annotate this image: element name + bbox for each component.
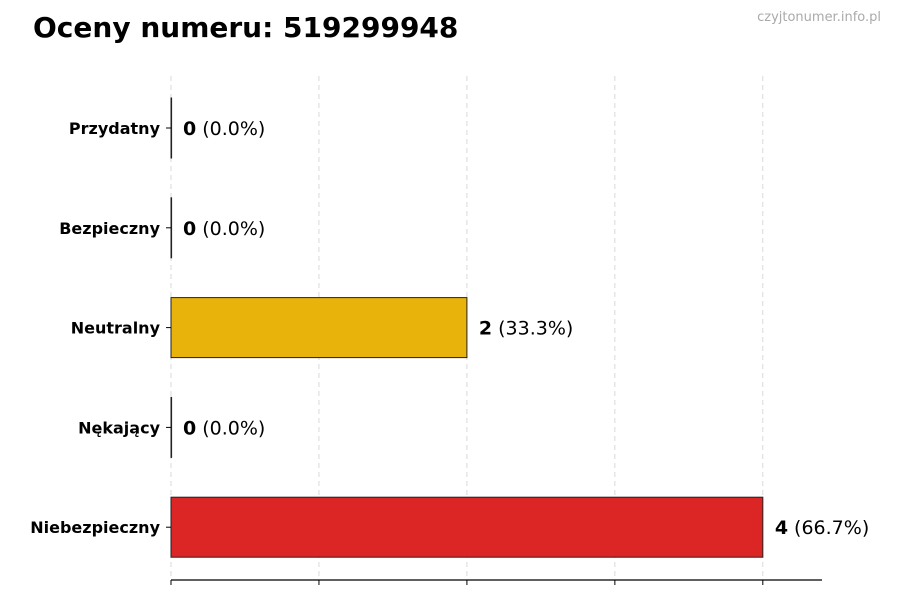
data-label-percent: (66.7%) (794, 517, 869, 539)
data-label-value: 2 (479, 318, 492, 340)
data-label-value: 4 (775, 517, 788, 539)
data-label: 4 (66.7%) (775, 517, 869, 539)
y-tick-label: Przydatny (69, 119, 161, 138)
data-label: 2 (33.3%) (479, 318, 573, 340)
bar-neutralny (170, 297, 468, 359)
data-label-percent: (0.0%) (202, 218, 265, 240)
y-tick-label: Niebezpieczny (30, 518, 160, 537)
bar-przydatny (170, 97, 173, 159)
y-tick-label: Bezpieczny (59, 219, 160, 238)
data-label-percent: (0.0%) (202, 417, 265, 439)
data-label-value: 0 (183, 218, 196, 240)
y-tick-label: Nękający (78, 418, 160, 437)
y-tick-label: Neutralny (71, 319, 161, 338)
data-label: 0 (0.0%) (183, 417, 265, 439)
bar-nękający (170, 396, 173, 458)
bar-bezpieczny (170, 197, 173, 259)
data-label-value: 0 (183, 118, 196, 140)
watermark: czyjtonumer.info.pl (757, 10, 881, 25)
data-label-percent: (0.0%) (202, 118, 265, 140)
data-label: 0 (0.0%) (183, 118, 265, 140)
chart-title: Oceny numeru: 519299948 (33, 11, 459, 44)
bar-niebezpieczny (170, 496, 764, 558)
data-label-value: 0 (183, 417, 196, 439)
data-label: 0 (0.0%) (183, 218, 265, 240)
data-label-percent: (33.3%) (498, 318, 573, 340)
